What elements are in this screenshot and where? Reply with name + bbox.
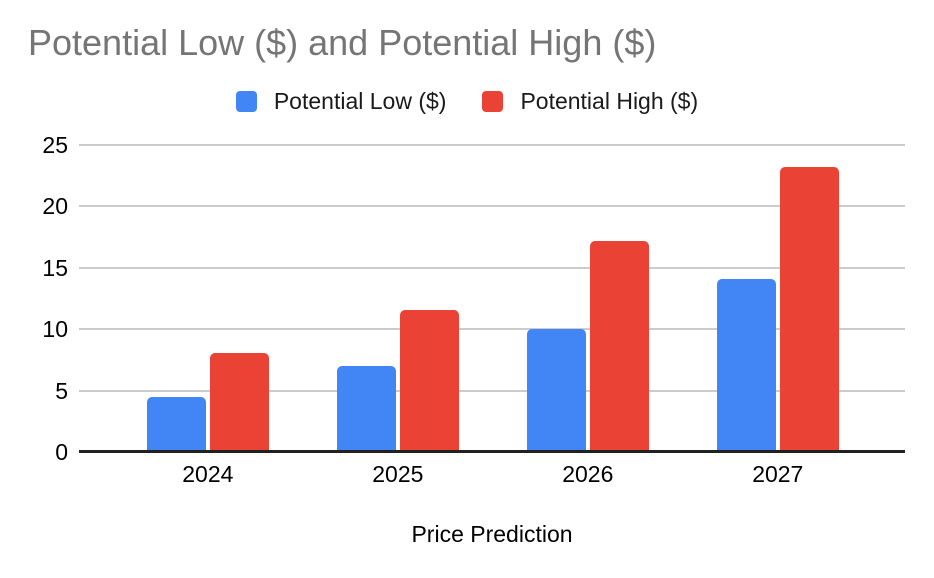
chart-legend: Potential Low ($) Potential High ($) — [0, 88, 934, 115]
x-category-label-2026: 2026 — [562, 461, 614, 487]
y-gridline — [79, 144, 905, 146]
x-axis-baseline — [79, 450, 905, 453]
bar-group-2025 — [336, 145, 459, 452]
y-axis-labels: 0 5 10 15 20 25 — [0, 133, 68, 464]
y-tick-label: 25 — [42, 132, 68, 158]
x-axis-labels: 2024 2025 2026 2027 — [79, 461, 905, 489]
legend-swatch-red-icon — [482, 91, 504, 112]
bar-2026-high — [589, 240, 649, 452]
y-tick-label: 5 — [55, 377, 68, 404]
legend-label-potential-low: Potential Low ($) — [273, 88, 447, 114]
y-gridline — [79, 205, 905, 208]
y-gridline — [79, 389, 905, 392]
legend-label-potential-high: Potential High ($) — [520, 88, 699, 114]
y-tick-label: 0 — [55, 439, 68, 465]
x-axis-title: Price Prediction — [411, 521, 573, 547]
bar-2024-low — [146, 396, 206, 452]
x-category-label-2027: 2027 — [752, 461, 804, 487]
bar-2027-low — [716, 278, 776, 452]
legend-swatch-blue-icon — [235, 91, 257, 112]
x-category-label-2024: 2024 — [182, 461, 234, 487]
y-gridline — [79, 328, 905, 331]
bar-group-2024 — [146, 145, 269, 452]
y-tick-label: 20 — [42, 193, 68, 220]
bar-2025-high — [399, 309, 459, 452]
bar-2026-low — [526, 329, 586, 452]
legend-entry-potential-high: Potential High ($) — [482, 88, 698, 115]
y-gridline — [79, 266, 905, 269]
chart-title: Potential Low ($) and Potential High ($) — [28, 22, 657, 63]
y-tick-label: 15 — [42, 254, 68, 281]
bar-2025-low — [336, 366, 396, 452]
bar-group-2027 — [716, 145, 839, 452]
bar-2024-high — [209, 352, 269, 452]
x-category-label-2025: 2025 — [372, 461, 424, 487]
plot-area — [79, 144, 905, 453]
bar-group-2026 — [526, 145, 649, 452]
legend-entry-potential-low: Potential Low ($) — [235, 88, 447, 115]
y-tick-label: 10 — [42, 316, 68, 343]
bar-2027-high — [779, 167, 839, 452]
